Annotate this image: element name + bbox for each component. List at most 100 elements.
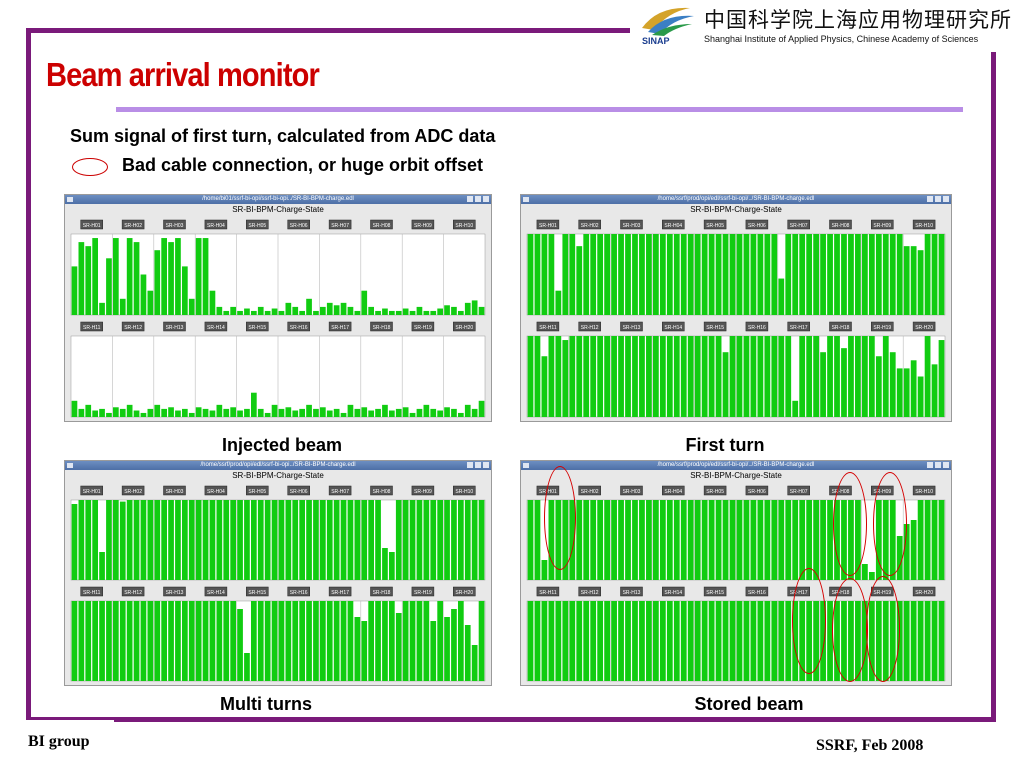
group-label-sr-h20[interactable]: SR-H20 <box>453 321 476 332</box>
group-label-sr-h17[interactable]: SR-H17 <box>328 586 352 597</box>
group-label-box[interactable] <box>745 321 769 332</box>
group-label-sr-h02[interactable]: SR-H02 <box>121 485 145 496</box>
group-label-box[interactable] <box>411 485 435 496</box>
window-titlebar[interactable]: /home/ssrf/prod/opi/edl/ssrf-bi-opi/../S… <box>521 461 951 470</box>
group-label-box[interactable] <box>453 219 476 230</box>
group-label-sr-h01[interactable]: SR-H01 <box>536 219 560 230</box>
group-label-box[interactable] <box>411 219 435 230</box>
group-label-box[interactable] <box>163 485 186 496</box>
group-label-box[interactable] <box>912 321 936 332</box>
group-label-box[interactable] <box>204 485 228 496</box>
group-label-sr-h11[interactable]: SR-H11 <box>536 586 560 597</box>
group-label-box[interactable] <box>787 485 810 496</box>
group-label-sr-h02[interactable]: SR-H02 <box>121 219 145 230</box>
group-label-sr-h09[interactable]: SR-H09 <box>411 219 435 230</box>
group-label-box[interactable] <box>536 321 560 332</box>
group-label-sr-h09[interactable]: SR-H09 <box>411 485 435 496</box>
group-label-sr-h05[interactable]: SR-H05 <box>246 219 269 230</box>
group-label-box[interactable] <box>620 586 643 597</box>
window-minimize-icon[interactable] <box>467 196 473 202</box>
group-label-sr-h13[interactable]: SR-H13 <box>620 586 643 597</box>
group-label-box[interactable] <box>745 586 769 597</box>
group-label-box[interactable] <box>287 485 310 496</box>
group-label-box[interactable] <box>578 586 601 597</box>
group-label-sr-h04[interactable]: SR-H04 <box>204 219 228 230</box>
group-label-box[interactable] <box>871 219 894 230</box>
group-label-sr-h18[interactable]: SR-H18 <box>829 321 852 332</box>
group-label-box[interactable] <box>80 219 103 230</box>
group-label-sr-h06[interactable]: SR-H06 <box>287 219 310 230</box>
group-label-sr-h16[interactable]: SR-H16 <box>287 586 310 597</box>
window-minimize-icon[interactable] <box>927 462 933 468</box>
group-label-sr-h09[interactable]: SR-H09 <box>871 219 894 230</box>
group-label-sr-h05[interactable]: SR-H05 <box>246 485 269 496</box>
group-label-box[interactable] <box>328 586 352 597</box>
group-label-box[interactable] <box>703 485 727 496</box>
group-label-sr-h16[interactable]: SR-H16 <box>287 321 310 332</box>
group-label-box[interactable] <box>246 321 269 332</box>
group-label-box[interactable] <box>745 485 769 496</box>
group-label-sr-h12[interactable]: SR-H12 <box>578 586 601 597</box>
group-label-box[interactable] <box>121 321 145 332</box>
group-label-box[interactable] <box>703 586 727 597</box>
group-label-sr-h10[interactable]: SR-H10 <box>453 219 476 230</box>
group-label-box[interactable] <box>370 586 393 597</box>
group-label-box[interactable] <box>370 485 393 496</box>
group-label-box[interactable] <box>453 321 476 332</box>
group-label-sr-h20[interactable]: SR-H20 <box>453 586 476 597</box>
group-label-sr-h16[interactable]: SR-H16 <box>745 586 769 597</box>
window-menu-icon[interactable] <box>523 463 529 468</box>
group-label-sr-h17[interactable]: SR-H17 <box>328 321 352 332</box>
group-label-sr-h15[interactable]: SR-H15 <box>703 321 727 332</box>
group-label-box[interactable] <box>703 321 727 332</box>
group-label-box[interactable] <box>662 485 685 496</box>
group-label-sr-h11[interactable]: SR-H11 <box>536 321 560 332</box>
group-label-sr-h11[interactable]: SR-H11 <box>80 586 103 597</box>
group-label-box[interactable] <box>536 586 560 597</box>
group-label-sr-h20[interactable]: SR-H20 <box>912 586 936 597</box>
group-label-box[interactable] <box>287 219 310 230</box>
group-label-box[interactable] <box>121 219 145 230</box>
group-label-sr-h07[interactable]: SR-H07 <box>787 219 810 230</box>
group-label-sr-h07[interactable]: SR-H07 <box>328 485 352 496</box>
group-label-box[interactable] <box>287 586 310 597</box>
window-maximize-icon[interactable] <box>475 196 481 202</box>
group-label-sr-h14[interactable]: SR-H14 <box>204 321 228 332</box>
group-label-box[interactable] <box>787 321 810 332</box>
group-label-box[interactable] <box>246 219 269 230</box>
group-label-sr-h13[interactable]: SR-H13 <box>620 321 643 332</box>
window-menu-icon[interactable] <box>523 197 529 202</box>
window-maximize-icon[interactable] <box>935 196 941 202</box>
group-label-sr-h18[interactable]: SR-H18 <box>370 321 393 332</box>
group-label-box[interactable] <box>871 321 894 332</box>
group-label-sr-h14[interactable]: SR-H14 <box>662 586 685 597</box>
group-label-box[interactable] <box>829 321 852 332</box>
window-titlebar[interactable]: /home/ssrf/prod/opi/edl/ssrf-bi-opi/../S… <box>521 195 951 204</box>
group-label-sr-h06[interactable]: SR-H06 <box>745 219 769 230</box>
group-label-sr-h17[interactable]: SR-H17 <box>787 321 810 332</box>
group-label-sr-h12[interactable]: SR-H12 <box>578 321 601 332</box>
group-label-sr-h05[interactable]: SR-H05 <box>703 219 727 230</box>
group-label-box[interactable] <box>204 219 228 230</box>
group-label-sr-h10[interactable]: SR-H10 <box>912 219 936 230</box>
window-close-icon[interactable] <box>943 462 949 468</box>
group-label-sr-h01[interactable]: SR-H01 <box>80 485 103 496</box>
group-label-box[interactable] <box>620 219 643 230</box>
group-label-sr-h10[interactable]: SR-H10 <box>453 485 476 496</box>
group-label-sr-h13[interactable]: SR-H13 <box>163 321 186 332</box>
group-label-box[interactable] <box>620 485 643 496</box>
group-label-sr-h03[interactable]: SR-H03 <box>620 219 643 230</box>
group-label-sr-h07[interactable]: SR-H07 <box>787 485 810 496</box>
group-label-sr-h18[interactable]: SR-H18 <box>370 586 393 597</box>
group-label-box[interactable] <box>578 219 601 230</box>
group-label-sr-h03[interactable]: SR-H03 <box>163 219 186 230</box>
window-minimize-icon[interactable] <box>927 196 933 202</box>
group-label-sr-h19[interactable]: SR-H19 <box>871 321 894 332</box>
window-close-icon[interactable] <box>483 462 489 468</box>
group-label-box[interactable] <box>453 485 476 496</box>
group-label-sr-h15[interactable]: SR-H15 <box>246 321 269 332</box>
group-label-sr-h03[interactable]: SR-H03 <box>620 485 643 496</box>
group-label-box[interactable] <box>453 586 476 597</box>
group-label-sr-h08[interactable]: SR-H08 <box>370 219 393 230</box>
group-label-sr-h10[interactable]: SR-H10 <box>912 485 936 496</box>
